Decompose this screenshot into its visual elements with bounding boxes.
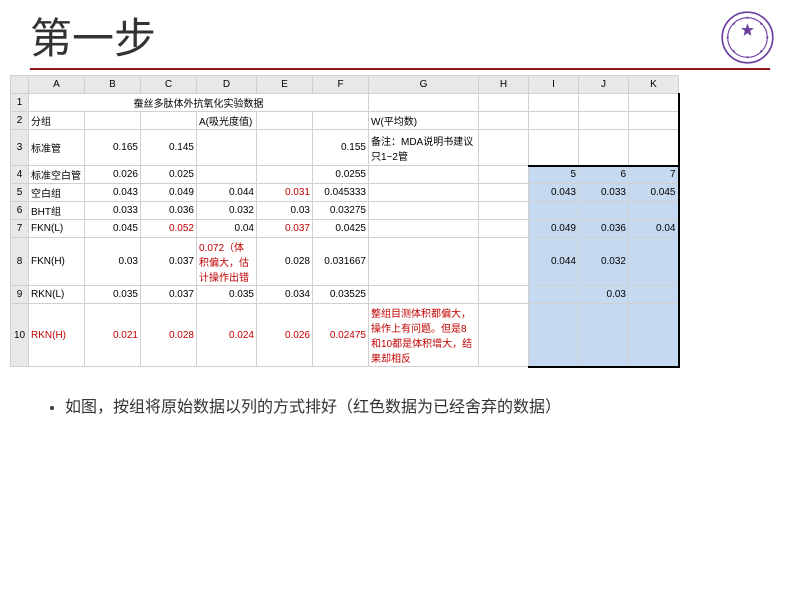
col-header: J [579, 76, 629, 94]
col-header: K [629, 76, 679, 94]
selection-cell [529, 286, 579, 304]
cell: 0.035 [85, 286, 141, 304]
row-header: 5 [11, 184, 29, 202]
cell: 0.036 [141, 202, 197, 220]
university-seal-logo [720, 10, 775, 70]
col-header: F [313, 76, 369, 94]
selection-cell: 0.04 [629, 220, 679, 238]
note-cell: 备注：MDA说明书建议只1~2管 [369, 130, 479, 166]
cell: 0.03 [257, 202, 313, 220]
cell: 0.037 [141, 238, 197, 286]
cell: 0.03275 [313, 202, 369, 220]
cell: 0.044 [197, 184, 257, 202]
col-header: G [369, 76, 479, 94]
corner-cell [11, 76, 29, 94]
col-header: I [529, 76, 579, 94]
col-header: A [29, 76, 85, 94]
row-header: 8 [11, 238, 29, 286]
discarded-cell: 0.028 [141, 304, 197, 367]
selection-cell [629, 238, 679, 286]
cell: 0.155 [313, 130, 369, 166]
cell: 0.0425 [313, 220, 369, 238]
discarded-cell: 0.026 [257, 304, 313, 367]
cell: 0.025 [141, 166, 197, 184]
cell: 0.049 [141, 184, 197, 202]
selection-cell [529, 202, 579, 220]
row-header: 3 [11, 130, 29, 166]
data-table: A B C D E F G H I J K 1 蚕丝多肽体外抗氧化实验数据 2 … [10, 75, 680, 368]
cell: 分组 [29, 112, 85, 130]
selection-cell: 0.03 [579, 286, 629, 304]
cell: 0.145 [141, 130, 197, 166]
discarded-cell: 0.024 [197, 304, 257, 367]
row-header: 4 [11, 166, 29, 184]
selection-cell: 0.033 [579, 184, 629, 202]
cell: FKN(L) [29, 220, 85, 238]
selection-cell [579, 304, 629, 367]
discarded-cell: 0.021 [85, 304, 141, 367]
cell: 0.035 [197, 286, 257, 304]
cell: 空白组 [29, 184, 85, 202]
cell: 0.165 [85, 130, 141, 166]
selection-cell: 0.043 [529, 184, 579, 202]
cell: 标准空白管 [29, 166, 85, 184]
cell: BHT组 [29, 202, 85, 220]
cell: 0.037 [141, 286, 197, 304]
cell: 0.043 [85, 184, 141, 202]
cell: 0.03 [85, 238, 141, 286]
cell: W(平均数) [369, 112, 479, 130]
row-header: 2 [11, 112, 29, 130]
cell: RKN(L) [29, 286, 85, 304]
bullet-text: 如图，按组将原始数据以列的方式排好（红色数据为已经舍弃的数据） [65, 393, 760, 417]
row-header: 9 [11, 286, 29, 304]
selection-cell: 0.045 [629, 184, 679, 202]
cell: 0.032 [197, 202, 257, 220]
selection-cell: 6 [579, 166, 629, 184]
spreadsheet-screenshot: A B C D E F G H I J K 1 蚕丝多肽体外抗氧化实验数据 2 … [0, 70, 800, 368]
cell: 0.033 [85, 202, 141, 220]
selection-cell: 5 [529, 166, 579, 184]
selection-cell [629, 286, 679, 304]
cell: 0.026 [85, 166, 141, 184]
note-cell: 整组目测体积都偏大，操作上有问题。但是8和10都是体积增大，结果却相反 [369, 304, 479, 367]
cell: A(吸光度值) [197, 112, 257, 130]
col-header: C [141, 76, 197, 94]
row-header: 7 [11, 220, 29, 238]
col-header: E [257, 76, 313, 94]
selection-cell [529, 304, 579, 367]
cell: FKN(H) [29, 238, 85, 286]
row-header: 1 [11, 94, 29, 112]
cell: 0.03525 [313, 286, 369, 304]
selection-cell: 7 [629, 166, 679, 184]
cell: 0.045 [85, 220, 141, 238]
selection-cell: 0.049 [529, 220, 579, 238]
discarded-cell: 0.052 [141, 220, 197, 238]
row-header: 6 [11, 202, 29, 220]
merged-title-cell: 蚕丝多肽体外抗氧化实验数据 [29, 94, 369, 112]
row-header: 10 [11, 304, 29, 367]
col-header: H [479, 76, 529, 94]
selection-cell [579, 202, 629, 220]
discarded-cell: 0.037 [257, 220, 313, 238]
col-header: B [85, 76, 141, 94]
cell: 0.0255 [313, 166, 369, 184]
selection-cell: 0.032 [579, 238, 629, 286]
discarded-cell: 0.031 [257, 184, 313, 202]
discarded-cell: 0.072（体积偏大，估计操作出错 [197, 238, 257, 286]
cell: 0.034 [257, 286, 313, 304]
col-header: D [197, 76, 257, 94]
cell: 0.045333 [313, 184, 369, 202]
page-title: 第一步 [30, 5, 770, 66]
cell: 0.031667 [313, 238, 369, 286]
selection-cell [629, 202, 679, 220]
selection-cell: 0.044 [529, 238, 579, 286]
discarded-cell: 0.02475 [313, 304, 369, 367]
cell: 0.028 [257, 238, 313, 286]
selection-cell: 0.036 [579, 220, 629, 238]
discarded-cell: RKN(H) [29, 304, 85, 367]
selection-cell [629, 304, 679, 367]
cell: 标准管 [29, 130, 85, 166]
cell: 0.04 [197, 220, 257, 238]
